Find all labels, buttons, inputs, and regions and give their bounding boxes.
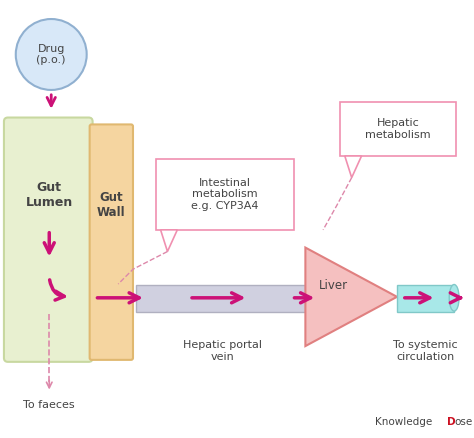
Text: Gut
Lumen: Gut Lumen (26, 181, 73, 209)
Text: To systemic
circulation: To systemic circulation (393, 340, 458, 362)
Polygon shape (345, 156, 362, 178)
Polygon shape (305, 247, 397, 346)
Bar (136, 285, 309, 311)
Text: Hepatic
metabolism: Hepatic metabolism (365, 118, 431, 140)
Bar (397, 285, 454, 311)
FancyBboxPatch shape (4, 117, 92, 362)
FancyBboxPatch shape (90, 124, 133, 360)
Circle shape (16, 19, 87, 90)
FancyBboxPatch shape (155, 159, 293, 230)
FancyBboxPatch shape (340, 102, 456, 156)
Ellipse shape (449, 285, 459, 311)
Text: ose: ose (454, 417, 473, 427)
Polygon shape (161, 230, 177, 251)
Text: Liver: Liver (319, 279, 347, 293)
Text: Hepatic portal
vein: Hepatic portal vein (183, 340, 262, 362)
Text: Drug
(p.o.): Drug (p.o.) (36, 44, 66, 65)
Text: Gut
Wall: Gut Wall (97, 191, 126, 219)
Text: To faeces: To faeces (23, 400, 75, 410)
Text: Intestinal
metabolism
e.g. CYP3A4: Intestinal metabolism e.g. CYP3A4 (191, 178, 258, 211)
Text: D: D (447, 417, 456, 427)
Text: Knowledge: Knowledge (375, 417, 433, 427)
